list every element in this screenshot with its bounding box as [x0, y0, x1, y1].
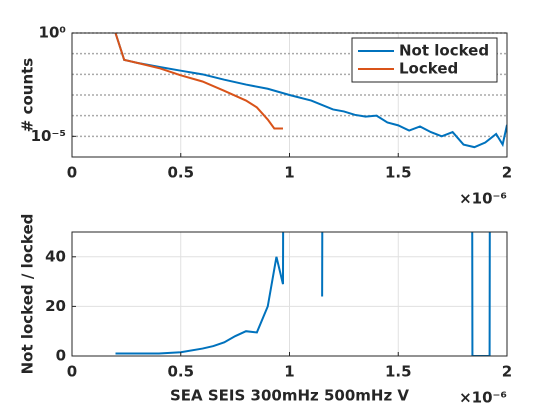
- y-tick-label: 10⁰: [39, 24, 66, 42]
- x-tick-label: 1.5: [385, 363, 412, 381]
- x-tick-label: 0.5: [167, 363, 194, 381]
- y-tick-label: 40: [45, 247, 66, 265]
- series-line: [115, 232, 491, 356]
- x-tick-label: 0.5: [167, 164, 194, 182]
- x-tick-label: 2: [502, 164, 512, 182]
- x-tick-label: 0: [67, 363, 77, 381]
- y-tick-label: 20: [45, 297, 66, 315]
- series-line: [114, 33, 283, 130]
- x-tick-label: 1: [284, 164, 294, 182]
- x-tick-label: 2: [502, 363, 512, 381]
- y-axis-label: Not locked / locked: [19, 214, 37, 375]
- legend-box: [351, 37, 498, 83]
- x-tick-label: 1.5: [385, 164, 412, 182]
- y-axis-label: # counts: [19, 58, 37, 133]
- y-tick-label: 10⁻⁵: [31, 127, 66, 145]
- legend-label: Not locked: [399, 42, 489, 60]
- x-axis-label: SEA SEIS 300mHz 500mHz V: [170, 387, 409, 405]
- x-tick-label: 0: [67, 164, 77, 182]
- x-exponent: ×10⁻⁶: [459, 389, 507, 407]
- legend-label: Locked: [399, 60, 458, 78]
- x-exponent: ×10⁻⁶: [459, 190, 507, 208]
- y-tick-label: 0: [56, 347, 66, 365]
- x-tick-label: 1: [284, 363, 294, 381]
- series-line: [114, 33, 507, 149]
